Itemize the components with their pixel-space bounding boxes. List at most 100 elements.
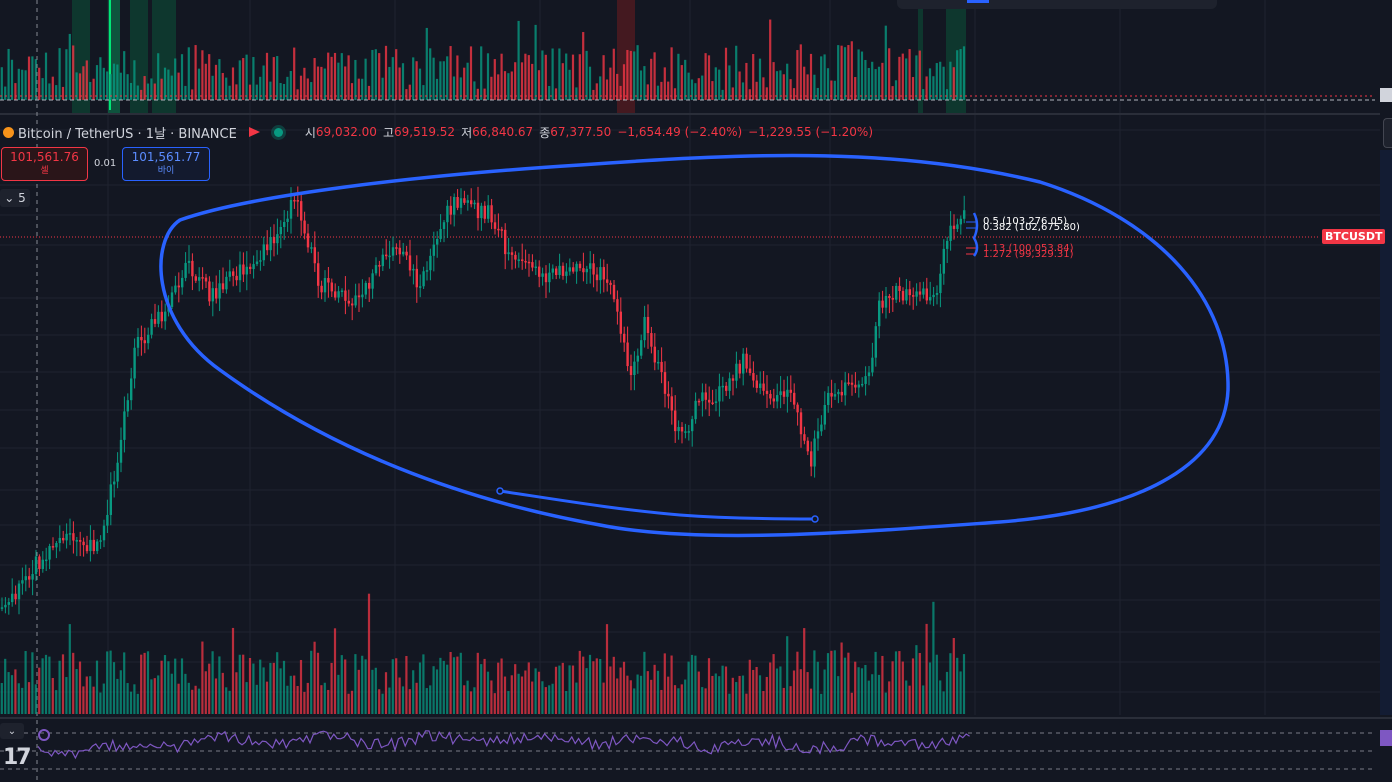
volume-bar xyxy=(401,686,405,714)
buy-label: 바이 xyxy=(157,166,175,176)
volume-bar xyxy=(833,650,836,714)
top-volume-bar xyxy=(476,88,479,100)
volume-bar xyxy=(306,682,309,714)
indicators-toggle-button[interactable]: ⌄ 5 xyxy=(0,189,30,207)
volume-bar xyxy=(894,651,898,714)
candle-body xyxy=(204,277,208,282)
axis-settings-button[interactable] xyxy=(1383,118,1392,148)
volume-bar xyxy=(748,659,751,714)
candle-body xyxy=(150,319,153,335)
symbol-title[interactable]: Bitcoin / TetherUS · 1날 · BINANCE xyxy=(18,126,237,142)
volume-bar xyxy=(622,661,626,714)
volume-bar xyxy=(544,687,547,714)
candle-body xyxy=(402,251,405,255)
volume-bar xyxy=(85,676,88,714)
volume-bar xyxy=(874,651,877,714)
volume-bar xyxy=(483,658,486,714)
candle-body xyxy=(731,378,735,381)
volume-bar xyxy=(850,692,853,714)
volume-bar xyxy=(881,655,884,714)
candle-body xyxy=(351,303,354,306)
volume-bar xyxy=(656,670,660,714)
top-volume-bar xyxy=(446,56,449,100)
candle-body xyxy=(113,481,116,485)
candle-body xyxy=(242,264,245,275)
volume-bar xyxy=(670,655,673,714)
top-volume-bar xyxy=(959,49,962,100)
volume-bar xyxy=(877,674,881,714)
top-volume-bar xyxy=(704,53,707,100)
change-value-2: −1,229.55 (−1.20%) xyxy=(748,125,874,139)
volume-bar xyxy=(293,675,296,714)
volume-bar xyxy=(578,650,581,714)
candle-body xyxy=(483,205,486,219)
top-volume-bar xyxy=(456,55,459,100)
flag-icon[interactable] xyxy=(248,127,260,137)
candle-body xyxy=(823,405,826,425)
top-toolbar[interactable] xyxy=(897,0,1217,9)
top-volume-bar xyxy=(653,52,656,100)
candle-body xyxy=(830,392,833,397)
sell-button[interactable]: 101,561.76 셀 xyxy=(1,147,88,181)
candle-body xyxy=(89,539,92,552)
volume-bar xyxy=(7,672,10,714)
candle-body xyxy=(704,392,707,400)
candle-body xyxy=(266,244,269,251)
volume-bar xyxy=(735,682,738,714)
candle-body xyxy=(677,426,680,432)
candle-body xyxy=(878,300,881,327)
top-volume-bar xyxy=(507,73,510,100)
candle-body xyxy=(538,266,541,277)
volume-bar xyxy=(316,652,320,714)
volume-bar xyxy=(786,636,789,714)
fib-level-label: 1.13 (100,053.84) xyxy=(983,243,1074,254)
top-volume-bar xyxy=(116,64,119,100)
candle-body xyxy=(507,252,510,255)
volume-bar xyxy=(89,676,92,714)
volume-bar xyxy=(276,652,279,714)
candle-body xyxy=(949,225,952,241)
tradingview-logo-icon[interactable]: 17 xyxy=(3,745,32,770)
top-volume-bar xyxy=(38,67,41,100)
candle-body xyxy=(956,224,959,229)
candle-body xyxy=(820,424,823,432)
candle-body xyxy=(398,247,401,255)
candle-body xyxy=(915,291,918,297)
volume-bar xyxy=(928,662,932,714)
candle-body xyxy=(354,295,357,306)
top-volume-bar xyxy=(707,55,711,100)
candle-body xyxy=(51,546,55,548)
volume-bar xyxy=(235,672,238,714)
top-volume-bar xyxy=(520,62,524,100)
candle-body xyxy=(636,355,639,362)
volume-bar xyxy=(463,685,466,714)
top-volume-bar xyxy=(864,59,867,100)
top-volume-bar xyxy=(823,54,826,100)
volume-bar xyxy=(667,676,670,714)
buy-button[interactable]: 101,561.77 바이 xyxy=(122,147,210,181)
top-volume-bar xyxy=(347,55,350,100)
candle-body xyxy=(425,270,429,272)
volume-bar xyxy=(153,678,156,714)
top-volume-bar xyxy=(340,53,343,100)
top-volume-bar xyxy=(85,60,88,100)
candle-body xyxy=(378,265,381,267)
top-volume-bar xyxy=(333,52,337,100)
volume-bar xyxy=(806,672,809,714)
candle-body xyxy=(840,391,843,396)
candle-body xyxy=(330,282,333,292)
pane-collapse-button[interactable]: ⌄ xyxy=(0,723,24,739)
top-volume-bar xyxy=(157,53,160,100)
volume-bar xyxy=(605,624,609,714)
candle-body xyxy=(939,273,942,294)
volume-bar xyxy=(174,658,177,714)
top-volume-bar xyxy=(857,49,860,100)
top-volume-bar xyxy=(425,27,428,100)
candle-body xyxy=(24,576,27,581)
candle-body xyxy=(429,255,432,271)
top-volume-bar xyxy=(286,76,289,100)
volume-bar xyxy=(337,674,340,714)
candle-body xyxy=(827,392,830,406)
top-volume-bar xyxy=(493,59,496,100)
